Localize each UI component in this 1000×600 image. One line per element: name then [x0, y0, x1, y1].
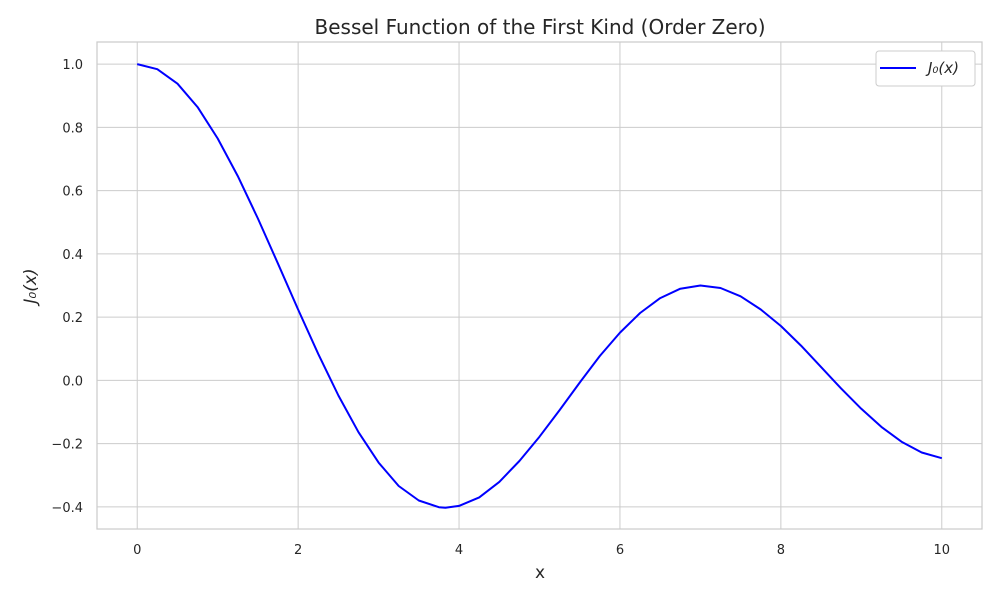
series-line-j0 — [136, 63, 943, 509]
x-tick-label: 4 — [455, 543, 463, 558]
y-tick-label: −0.2 — [51, 438, 83, 453]
y-tick-label: 0.2 — [62, 311, 83, 326]
x-tick-label: 2 — [294, 543, 302, 558]
y-axis-label: J₀(x) — [21, 268, 41, 306]
x-tick-label: 6 — [616, 543, 624, 558]
x-tick-label: 8 — [777, 543, 785, 558]
legend: J₀(x) — [875, 50, 976, 87]
y-tick-label: 1.0 — [62, 58, 83, 73]
legend-label: J₀(x) — [925, 59, 959, 77]
x-tick-label: 0 — [133, 543, 141, 558]
legend-box — [875, 50, 976, 87]
chart-title: Bessel Function of the First Kind (Order… — [315, 15, 766, 39]
x-axis-label: x — [535, 563, 545, 583]
y-tick-label: 0.8 — [62, 121, 83, 136]
y-tick-label: 0.4 — [62, 248, 83, 263]
y-tick-label: 0.0 — [62, 374, 83, 389]
series-lines — [136, 63, 943, 509]
y-tick-label: −0.4 — [51, 501, 83, 516]
plot-frame — [96, 41, 983, 530]
plot-background — [97, 42, 982, 529]
x-tick-labels: 0 2 4 6 8 10 — [133, 543, 950, 558]
x-tick-label: 10 — [933, 543, 950, 558]
y-tick-labels: −0.4 −0.2 0.0 0.2 0.4 0.6 0.8 1.0 — [51, 58, 83, 516]
y-tick-label: 0.6 — [62, 185, 83, 200]
